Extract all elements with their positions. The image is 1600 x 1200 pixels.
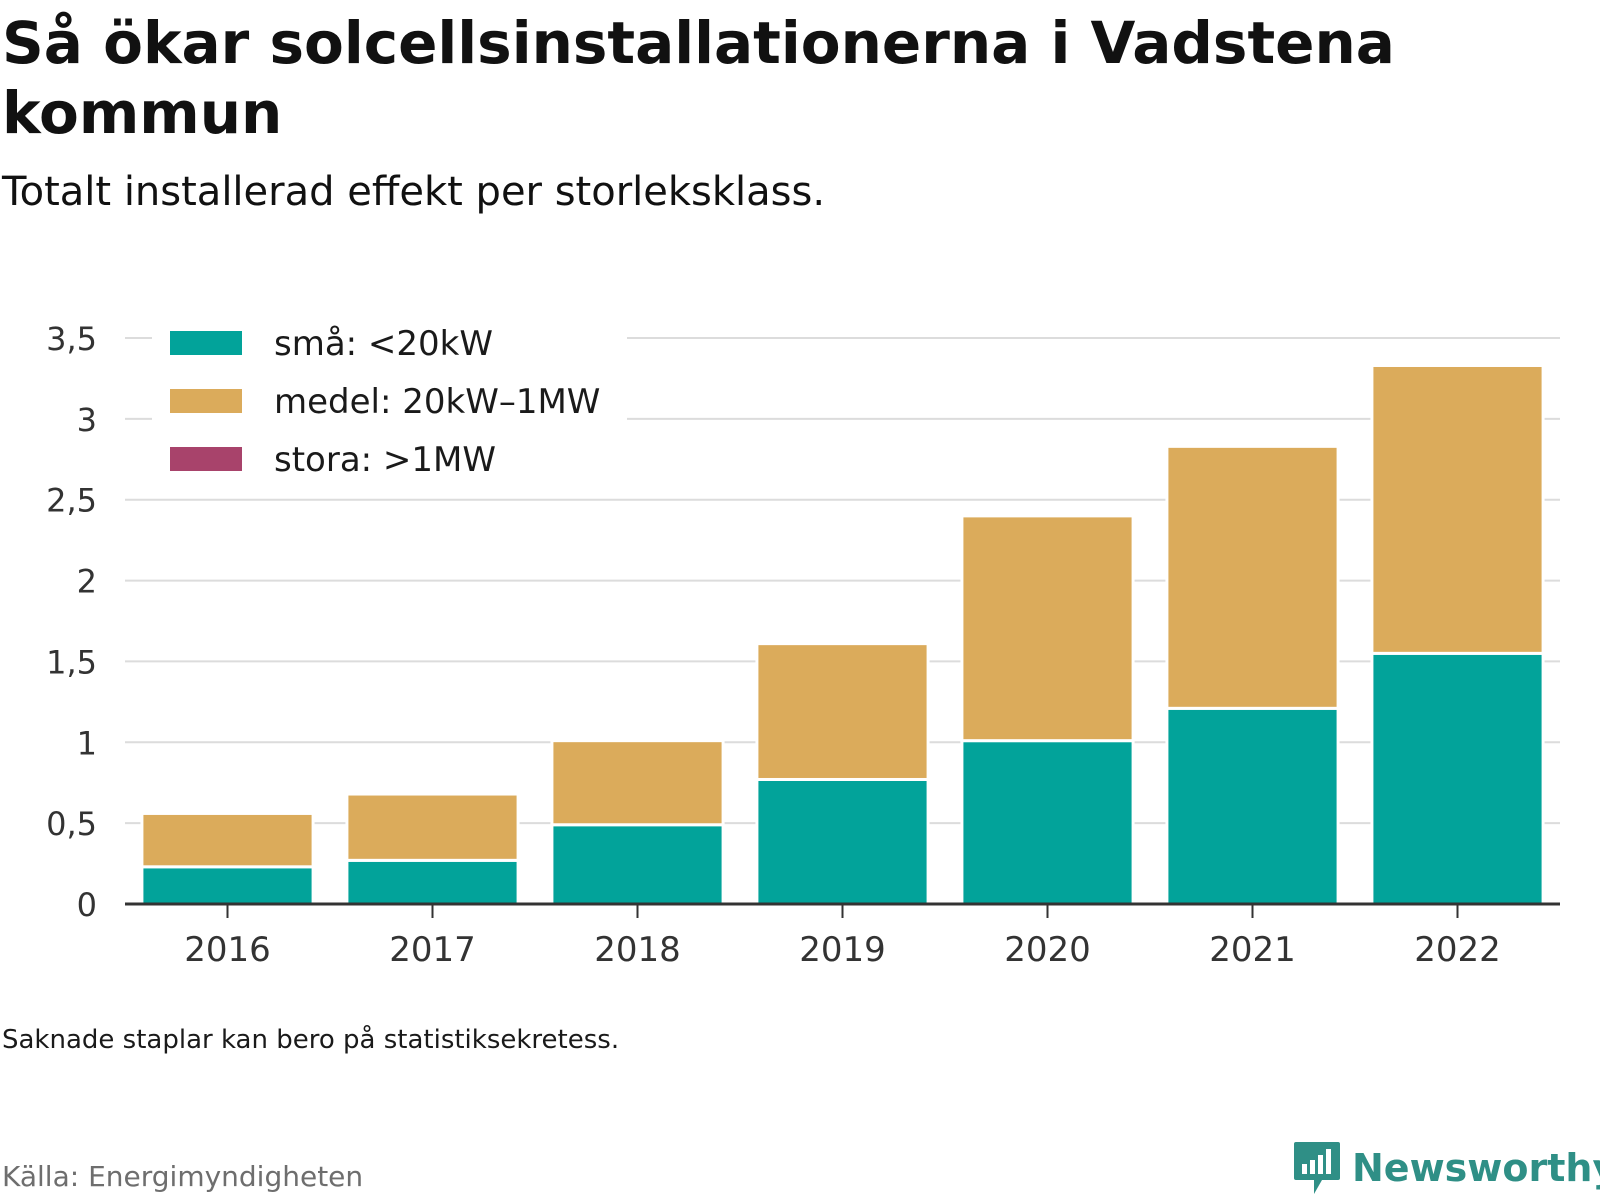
y-tick-label: 1 (77, 724, 97, 762)
bar-segment (345, 858, 520, 906)
bar-segment (1165, 444, 1340, 710)
source-text: Källa: Energimyndigheten (2, 1160, 364, 1193)
bar-segment (345, 792, 520, 862)
y-tick-label: 0 (77, 886, 97, 924)
legend-label: stora: >1MW (274, 440, 496, 480)
bar-segment (1370, 363, 1545, 655)
y-axis-tick-labels: 0 0,5 1 1,5 2 2,5 3 3,5 (46, 320, 97, 924)
x-tick-label: 2020 (1004, 930, 1091, 970)
chart-subtitle: Totalt installerad effekt per storlekskl… (2, 169, 826, 215)
y-tick-label: 3 (77, 401, 97, 439)
bar-segment (960, 739, 1135, 906)
x-tick-label: 2017 (389, 930, 476, 970)
chart-title: Så ökar solcellsinstallationerna i Vadst… (2, 9, 1395, 147)
legend: små: <20kW medel: 20kW–1MW stora: >1MW (152, 318, 627, 486)
x-tick-label: 2022 (1414, 930, 1501, 970)
y-tick-label: 0,5 (46, 805, 97, 843)
newsworthy-logo-icon (1294, 1142, 1340, 1194)
bar-segment (960, 514, 1135, 743)
y-tick-label: 2 (77, 563, 97, 601)
bar-segment (140, 865, 315, 906)
stacked-bar-chart: 0 0,5 1 1,5 2 2,5 3 3,5 2016 2017 2018 2019 2020 202… (46, 318, 1560, 970)
bar-segment (755, 777, 930, 906)
x-tick-label: 2018 (594, 930, 681, 970)
legend-label: små: <20kW (274, 324, 493, 364)
legend-swatch (170, 447, 242, 471)
x-tick-label: 2021 (1209, 930, 1296, 970)
brand-logo: Newsworthy (1292, 1140, 1600, 1196)
x-tick-label: 2019 (799, 930, 886, 970)
y-tick-label: 3,5 (46, 320, 97, 358)
bar-segment (1370, 651, 1545, 906)
bar-segment (140, 811, 315, 869)
footnote: Saknade staplar kan bero på statistiksek… (2, 1025, 620, 1055)
y-tick-label: 2,5 (46, 482, 97, 520)
legend-label: medel: 20kW–1MW (274, 382, 600, 422)
legend-swatch (170, 389, 242, 413)
bar-segment (550, 739, 725, 827)
bar-segment (755, 642, 930, 781)
bar-segment (550, 823, 725, 906)
bar-segment (1165, 706, 1340, 906)
brand-name: Newsworthy (1352, 1146, 1600, 1190)
y-tick-label: 1,5 (46, 643, 97, 681)
x-tick-label: 2016 (184, 930, 271, 970)
legend-swatch (170, 331, 242, 355)
bars (140, 363, 1545, 906)
x-axis: 2016 2017 2018 2019 2020 2021 2022 (125, 902, 1560, 970)
